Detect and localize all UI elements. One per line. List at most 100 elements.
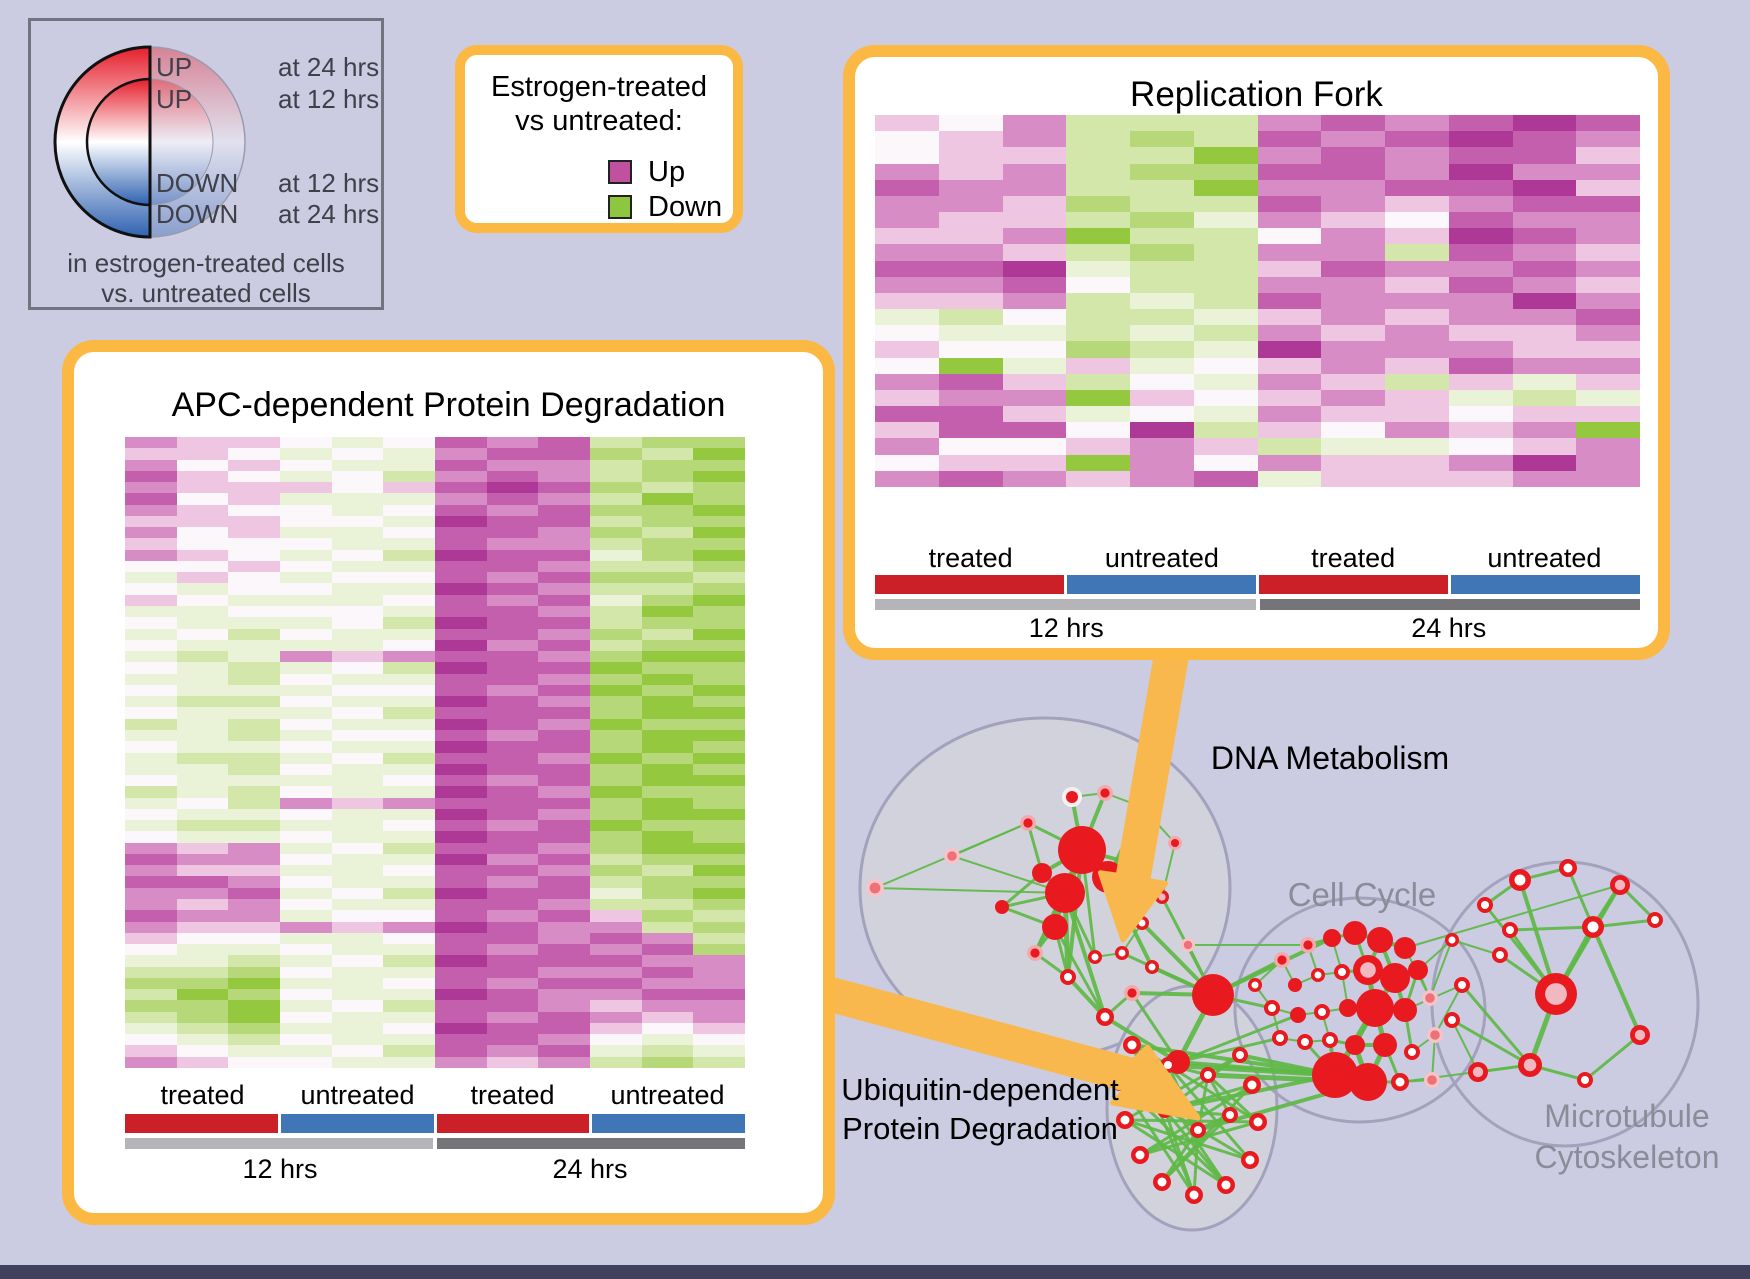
- heatmap-cell: [1257, 276, 1322, 293]
- heatmap-cell: [125, 1022, 177, 1035]
- heatmap-cell: [435, 515, 487, 528]
- heatmap-cell: [176, 1000, 229, 1012]
- heatmap-cell: [228, 955, 280, 967]
- network-edge: [1404, 884, 1621, 949]
- heatmap-cell: [331, 1000, 384, 1012]
- heatmap-cell: [176, 876, 229, 888]
- heatmap-cell: [331, 820, 384, 832]
- heatmap-cell: [1321, 131, 1385, 148]
- heatmap-cell: [641, 639, 694, 652]
- heatmap-cell: [538, 437, 590, 449]
- heatmap-cell: [641, 493, 694, 505]
- heatmap-cell: [486, 820, 539, 832]
- network-node: [1393, 998, 1417, 1022]
- heatmap-cell: [435, 775, 487, 787]
- heatmap-cell: [1321, 244, 1385, 261]
- heatmap-cell: [280, 651, 332, 663]
- heatmap-cell: [331, 786, 384, 798]
- heatmap-cell: [280, 707, 332, 719]
- heatmap-cell: [383, 606, 435, 618]
- heatmap-cell: [331, 1034, 384, 1046]
- heatmap-cell: [486, 1045, 539, 1057]
- heatmap-cell: [176, 955, 229, 967]
- network-node: [1042, 914, 1068, 940]
- heatmap-cell: [1448, 131, 1513, 148]
- heatmap-cell: [538, 775, 590, 787]
- heatmap-cell: [590, 673, 642, 685]
- heatmap-cell: [383, 707, 435, 719]
- heatmap-cell: [228, 527, 280, 539]
- heatmap-cell: [538, 482, 590, 494]
- heatmap-cell: [1385, 228, 1449, 245]
- heatmap-cell: [280, 493, 332, 505]
- heatmap-cell: [125, 729, 177, 742]
- heatmap-cell: [641, 1045, 694, 1057]
- heatmap-cell: [1321, 470, 1385, 487]
- network-node-core: [1183, 940, 1193, 950]
- heatmap-cell: [280, 865, 332, 877]
- heatmap-cell: [176, 684, 229, 697]
- heatmap-cell: [383, 966, 435, 978]
- heatmap-cell: [693, 944, 745, 956]
- heatmap-cell: [641, 1000, 694, 1012]
- heatmap-cell: [435, 448, 487, 460]
- heatmap-cell: [1448, 195, 1513, 213]
- heatmap-cell: [125, 662, 177, 674]
- updown-legend-title-line2: vs untreated:: [515, 105, 683, 137]
- network-node-core: [1204, 1071, 1212, 1079]
- heatmap-cell: [383, 572, 435, 584]
- heatmap-cell: [1385, 357, 1449, 374]
- heatmap-cell: [590, 482, 642, 494]
- heatmap-cell: [176, 752, 229, 764]
- heatmap-cell: [1448, 438, 1513, 455]
- condition-bar: [592, 1114, 745, 1133]
- heatmap-cell: [125, 572, 177, 584]
- heatmap-cell: [176, 583, 229, 595]
- replication-fork-condition-bars: [875, 575, 1640, 594]
- heatmap-cell: [280, 944, 332, 956]
- heatmap-cell: [176, 617, 229, 629]
- heatmap-cell: [1321, 179, 1385, 196]
- heatmap-cell: [383, 752, 435, 764]
- heatmap-cell: [228, 921, 280, 933]
- heatmap-cell: [1193, 228, 1258, 245]
- heatmap-cell: [538, 1034, 590, 1046]
- heatmap-cell: [538, 594, 590, 607]
- heatmap-cell: [1257, 179, 1322, 196]
- heatmap-cell: [228, 887, 280, 899]
- heatmap-cell: [1576, 406, 1640, 423]
- heatmap-cell: [280, 482, 332, 494]
- heatmap-cell: [435, 944, 487, 956]
- heatmap-cell: [435, 932, 487, 945]
- heatmap-cell: [176, 865, 229, 877]
- heatmap-cell: [693, 977, 745, 990]
- heatmap-cell: [1448, 357, 1513, 374]
- heatmap-cell: [331, 944, 384, 956]
- heatmap-cell: [435, 594, 487, 607]
- heatmap-cell: [331, 989, 384, 1001]
- heatmap-cell: [1002, 228, 1067, 245]
- heatmap-cell: [641, 831, 694, 843]
- network-node-core: [1120, 1115, 1130, 1125]
- heatmap-cell: [176, 763, 229, 776]
- network-edge: [1165, 1062, 1338, 1078]
- network-edge: [1591, 925, 1642, 1037]
- heatmap-cell: [280, 876, 332, 888]
- heatmap-cell: [486, 797, 539, 809]
- network-edge: [1583, 1033, 1642, 1082]
- heatmap-cell: [693, 955, 745, 967]
- heatmap-cell: [1321, 163, 1385, 180]
- heatmap-cell: [228, 741, 280, 753]
- heatmap-cell: [125, 842, 177, 854]
- heatmap-cell: [1130, 341, 1194, 358]
- heatmap-cell: [590, 493, 642, 505]
- heatmap-cell: [486, 887, 539, 899]
- heatmap-cell: [1193, 212, 1258, 229]
- cell-cycle-label: Cell Cycle: [1287, 876, 1437, 913]
- heatmap-cell: [228, 459, 280, 471]
- heatmap-cell: [693, 662, 745, 674]
- network-node-core: [1148, 963, 1156, 971]
- heatmap-cell: [1066, 276, 1130, 293]
- heatmap-cell: [486, 515, 539, 528]
- heatmap-cell: [938, 373, 1003, 390]
